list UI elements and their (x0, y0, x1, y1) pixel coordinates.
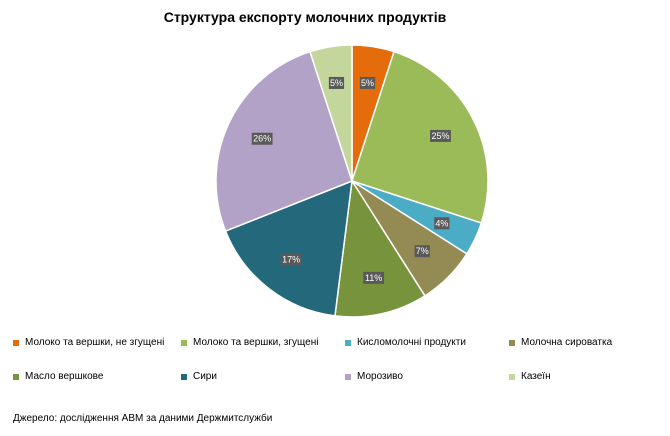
chart-title: Структура експорту молочних продуктів (163, 9, 447, 25)
data-label: 5% (328, 76, 345, 89)
data-label-box (359, 76, 376, 89)
pie-slice (215, 50, 353, 233)
data-label-box (430, 129, 451, 142)
data-label-text: 17% (282, 254, 300, 264)
data-label-text: 26% (253, 134, 271, 144)
data-label-box (414, 245, 430, 258)
data-label-text: 5% (361, 78, 374, 88)
data-label: 17% (280, 253, 302, 266)
data-label: 25% (430, 129, 451, 142)
data-label: 11% (363, 271, 385, 284)
data-label-box (434, 217, 450, 230)
source-note: Джерело: дослідження АВМ за даними Держм… (13, 413, 273, 424)
data-label: 5% (359, 76, 376, 89)
data-label-box (328, 76, 345, 89)
data-label: 7% (414, 245, 430, 258)
data-label-box (363, 271, 385, 284)
data-label-box (251, 132, 273, 145)
data-label-text: 4% (435, 218, 448, 228)
pie-slice (224, 179, 353, 317)
pie-slice (351, 50, 489, 224)
pie-slice (334, 178, 426, 318)
data-label-box (280, 253, 302, 266)
data-label-text: 5% (330, 78, 343, 88)
data-label-text: 25% (431, 131, 449, 141)
data-label: 26% (251, 132, 273, 145)
data-label: 4% (434, 217, 450, 230)
data-label-text: 7% (416, 246, 429, 256)
data-label-text: 11% (365, 273, 382, 283)
